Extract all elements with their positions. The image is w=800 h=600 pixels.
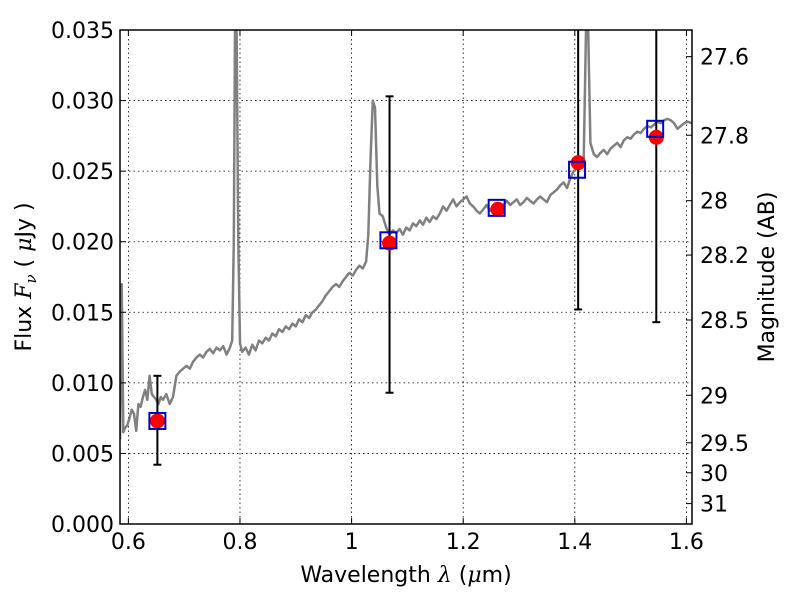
magnitude-tick-label: 28.2 xyxy=(700,244,749,269)
y-tick-label: 0.025 xyxy=(51,160,114,185)
magnitude-tick-label: 27.8 xyxy=(700,124,749,149)
observed-point xyxy=(382,235,398,251)
y-tick-label: 0.000 xyxy=(51,513,114,538)
spectrum-line xyxy=(120,30,692,440)
model-point xyxy=(487,198,506,217)
magnitude-tick-label: 28 xyxy=(700,190,728,215)
observed-point xyxy=(149,413,165,429)
model-point xyxy=(568,160,587,179)
magnitude-tick-label: 31 xyxy=(700,493,728,518)
plot-frame xyxy=(119,29,693,525)
y-tick-label: 0.020 xyxy=(51,231,114,256)
magnitude-tick-label: 30 xyxy=(700,462,728,487)
x-tick-label: 1.4 xyxy=(557,530,592,555)
y-tick-label: 0.005 xyxy=(51,442,114,467)
plot-area xyxy=(120,30,692,440)
magnitude-axis-title: Magnitude (AB) xyxy=(755,192,780,363)
y-axis-title: Flux Fν ( μJy ) xyxy=(12,202,40,351)
x-tick-label: 0.8 xyxy=(222,530,257,555)
grid xyxy=(120,29,692,525)
model-point xyxy=(379,231,398,250)
magnitude-tick-label: 29 xyxy=(700,384,728,409)
model-point xyxy=(646,119,665,138)
magnitude-tick-label: 27.6 xyxy=(700,46,749,71)
magnitude-tick-label: 28.5 xyxy=(700,309,749,334)
magnitude-tick-label: 29.5 xyxy=(700,432,749,457)
model-point xyxy=(148,411,167,430)
error-bars xyxy=(148,30,665,466)
observed-point xyxy=(490,201,506,217)
y-tick-label: 0.010 xyxy=(51,372,114,397)
x-tick-label: 0.6 xyxy=(111,530,146,555)
x-tick-label: 1 xyxy=(345,530,359,555)
y-tick-label: 0.015 xyxy=(51,301,114,326)
x-tick-label: 1.6 xyxy=(669,530,704,555)
axes: 0.6 0.8 1 1.2 1.4 1.6 0.000 0.005 0.010 0.015 0.02… xyxy=(51,19,749,555)
x-axis-title: Wavelength λ (μm) xyxy=(300,563,511,588)
y-tick-label: 0.035 xyxy=(51,19,114,44)
x-tick-label: 1.2 xyxy=(446,530,481,555)
y-tick-label: 0.030 xyxy=(51,90,114,115)
